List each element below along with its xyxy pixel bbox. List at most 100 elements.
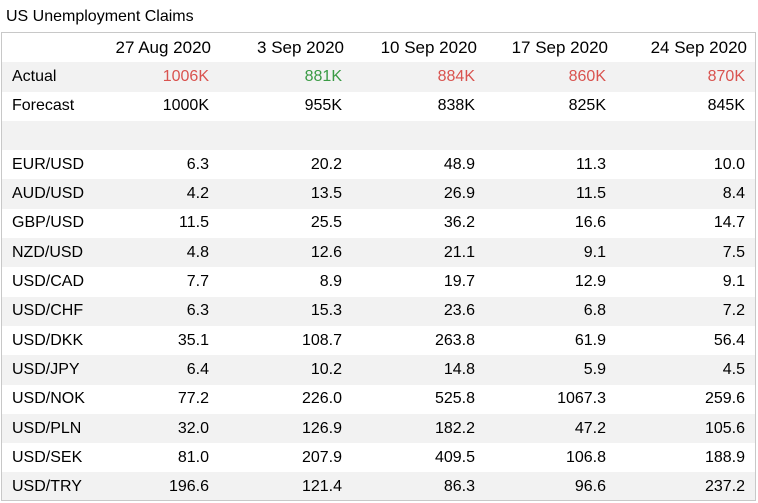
pair-value: 188.9 [704,448,745,466]
pair-value: 11.5 [576,185,606,203]
actual-value: 860K [568,67,606,85]
pair-value: 11.5 [179,214,209,232]
pair-value: 237.2 [704,478,745,496]
spacer-cell [2,121,755,150]
pair-label: USD/JPY [12,360,80,378]
column-header: 27 Aug 2020 [115,37,211,57]
pair-label: USD/CAD [12,273,85,291]
pair-value: 86.3 [443,478,475,496]
forecast-value: 1000K [162,97,209,115]
pair-value: 9.1 [583,243,606,261]
pair-value: 26.9 [443,185,475,203]
pair-value: 13.5 [310,185,342,203]
pair-value: 6.3 [186,155,209,173]
pair-value: 121.4 [301,478,342,496]
pair-value: 7.7 [186,273,209,291]
pair-value: 525.8 [434,390,475,408]
pair-label: AUD/USD [12,185,85,203]
column-header: 3 Sep 2020 [257,37,344,57]
forecast-value: 845K [707,97,745,115]
pair-value: 14.7 [713,214,745,232]
pair-value: 6.3 [186,302,209,320]
pair-row: USD/JPY 6.4 10.2 14.8 5.9 4.5 [2,355,755,385]
pair-value: 4.2 [186,185,209,203]
header-row: 27 Aug 2020 3 Sep 2020 10 Sep 2020 17 Se… [2,33,755,62]
pair-label: USD/NOK [12,390,85,408]
pair-row: USD/TRY 196.6 121.4 86.3 96.6 237.2 [2,472,755,500]
pair-value: 126.9 [301,419,342,437]
pair-value: 105.6 [704,419,745,437]
pair-label: NZD/USD [12,243,84,261]
pair-label: USD/SEK [12,448,83,466]
pair-row: USD/PLN 32.0 126.9 182.2 47.2 105.6 [2,413,755,444]
pair-value: 21.1 [443,243,475,261]
claims-table: 27 Aug 2020 3 Sep 2020 10 Sep 2020 17 Se… [2,33,755,500]
pair-value: 56.4 [713,331,745,349]
pair-value: 96.6 [574,478,606,496]
pair-value: 48.9 [443,155,475,173]
pair-value: 207.9 [301,448,342,466]
pair-value: 259.6 [704,390,745,408]
pair-value: 8.9 [319,273,342,291]
pair-value: 263.8 [434,331,475,349]
pair-row: GBP/USD 11.5 25.5 36.2 16.6 14.7 [2,209,755,238]
pair-row: USD/NOK 77.2 226.0 525.8 1067.3 259.6 [2,385,755,414]
forecast-value: 838K [437,97,475,115]
pair-value: 10.0 [713,155,745,173]
pair-label: GBP/USD [12,214,85,232]
actual-value: 1006K [162,67,209,85]
pair-value: 14.8 [443,360,475,378]
row-label: Actual [12,67,57,85]
column-header: 10 Sep 2020 [380,37,477,57]
pair-value: 32.0 [177,419,209,437]
pair-value: 25.5 [310,214,342,232]
table-body: Actual 1006K 881K 884K 860K 870K Forecas… [2,62,755,500]
pair-value: 81.0 [177,448,209,466]
pair-value: 19.7 [443,273,475,291]
pair-value: 7.5 [722,243,745,261]
pair-value: 4.8 [186,243,209,261]
pair-value: 182.2 [434,419,475,437]
pair-value: 15.3 [310,302,342,320]
page-title: US Unemployment Claims [6,8,194,25]
pair-value: 77.2 [177,390,209,408]
header-corner [2,33,92,62]
row-label: Forecast [12,97,75,115]
pair-value: 16.6 [574,214,606,232]
pair-row: AUD/USD 4.2 13.5 26.9 11.5 8.4 [2,179,755,209]
pair-value: 6.4 [186,360,209,378]
pair-value: 10.2 [310,360,342,378]
pair-label: USD/DKK [12,331,84,349]
pair-row: USD/SEK 81.0 207.9 409.5 106.8 188.9 [2,443,755,472]
pair-value: 61.9 [574,331,606,349]
actual-value: 884K [437,67,475,85]
pair-row: NZD/USD 4.8 12.6 21.1 9.1 7.5 [2,238,755,268]
forecast-value: 825K [568,97,606,115]
pair-value: 108.7 [301,331,342,349]
pair-label: USD/CHF [12,302,84,320]
pair-value: 7.2 [722,302,745,320]
pair-value: 23.6 [443,302,475,320]
pair-value: 11.3 [576,155,606,173]
pair-value: 5.9 [583,360,606,378]
claims-table-frame: 27 Aug 2020 3 Sep 2020 10 Sep 2020 17 Se… [1,32,756,501]
pair-row: USD/DKK 35.1 108.7 263.8 61.9 56.4 [2,326,755,355]
pair-value: 35.1 [177,331,209,349]
pair-value: 36.2 [443,214,475,232]
pair-value: 106.8 [565,448,606,466]
pair-row: USD/CHF 6.3 15.3 23.6 6.8 7.2 [2,296,755,326]
forecast-row: Forecast 1000K 955K 838K 825K 845K [2,92,755,121]
pair-value: 20.2 [310,155,342,173]
pair-value: 12.6 [310,243,342,261]
spacer-row [2,120,755,151]
column-header: 24 Sep 2020 [650,37,747,57]
pair-label: USD/TRY [12,478,82,496]
pair-label: EUR/USD [12,155,85,173]
pair-value: 9.1 [722,273,745,291]
forecast-value: 955K [304,97,342,115]
pair-value: 226.0 [301,390,342,408]
pair-value: 47.2 [574,419,606,437]
pair-value: 409.5 [434,448,475,466]
actual-value: 881K [304,67,342,85]
pair-row: EUR/USD 6.3 20.2 48.9 11.3 10.0 [2,150,755,179]
